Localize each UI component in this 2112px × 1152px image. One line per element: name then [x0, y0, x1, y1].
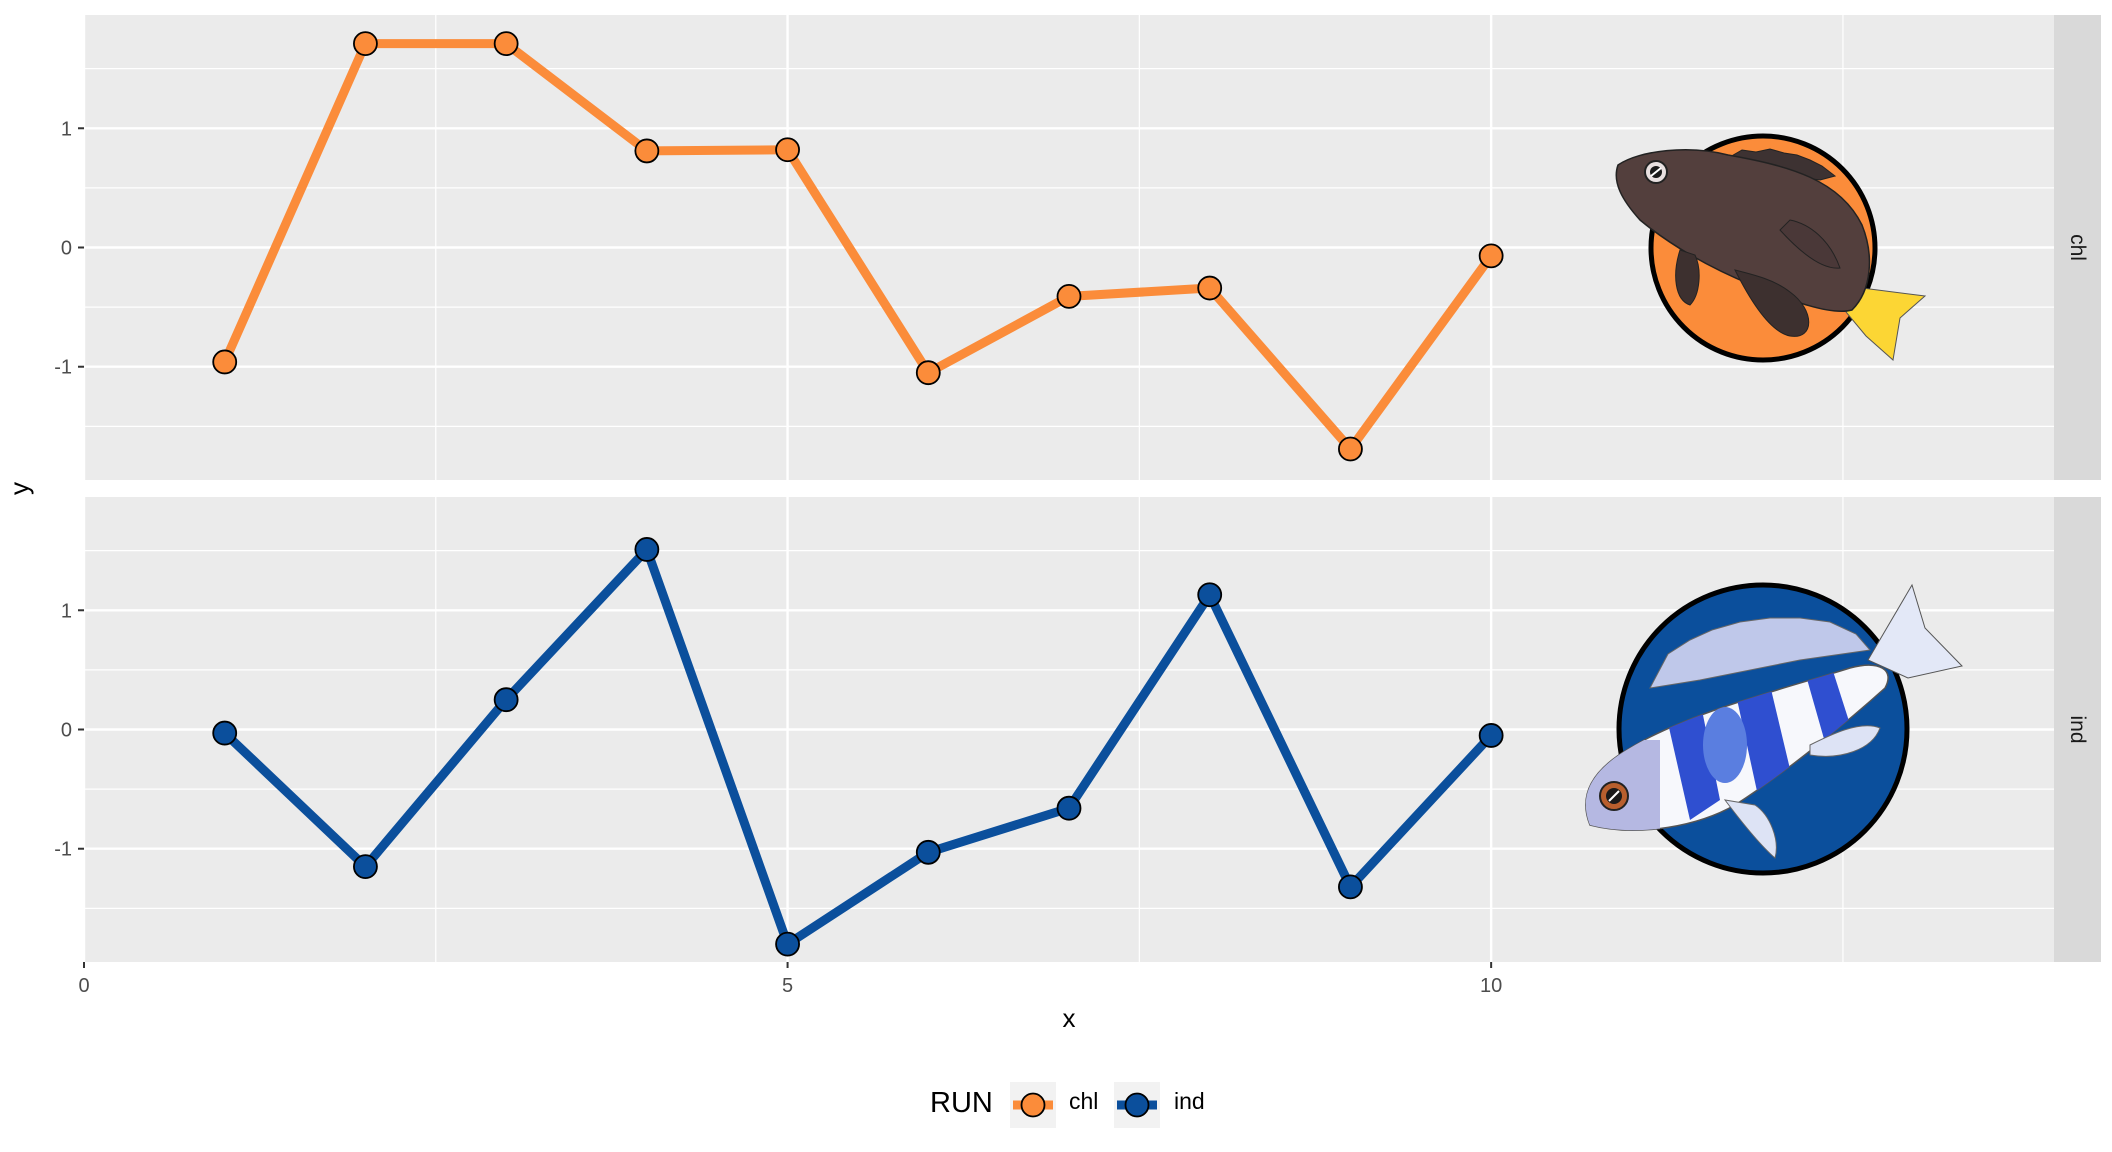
data-point	[1338, 436, 1363, 462]
y-tick-label: 0	[61, 238, 72, 260]
data-point	[1478, 243, 1504, 269]
legend: RUN chl ind	[930, 1082, 1205, 1128]
data-point	[915, 839, 941, 865]
data-point	[634, 138, 660, 164]
legend-label-ind: ind	[1174, 1088, 1205, 1114]
data-point	[353, 31, 378, 57]
y-tick-label: -1	[54, 839, 72, 861]
y-tick-label: -1	[54, 357, 72, 379]
series-group-chl	[212, 31, 1504, 462]
data-point	[493, 31, 519, 57]
data-point	[775, 931, 800, 957]
facet-strip-label: chl	[2066, 234, 2089, 261]
y-axis-title: y	[4, 482, 34, 495]
x-tick-label: 0	[78, 975, 89, 997]
facet-strip-chl	[2054, 15, 2101, 480]
series-line-ind	[220, 544, 1496, 949]
data-point	[1056, 283, 1082, 309]
data-point	[493, 687, 519, 713]
data-point	[212, 720, 238, 746]
data-point	[775, 137, 800, 163]
series-line-chl	[220, 39, 1496, 454]
data-point	[1197, 275, 1223, 301]
data-point	[1056, 795, 1082, 821]
x-axis-title: x	[1063, 1003, 1076, 1033]
legend-point-chl	[1020, 1092, 1046, 1118]
series-group-ind	[212, 537, 1504, 957]
data-point	[1478, 723, 1504, 748]
data-point	[634, 537, 660, 562]
y-tick-label: 1	[61, 118, 72, 140]
data-point	[1197, 582, 1223, 608]
data-point	[212, 349, 238, 375]
legend-label-chl: chl	[1069, 1088, 1098, 1114]
x-tick-label: 5	[782, 975, 793, 997]
data-point	[353, 854, 378, 880]
data-point	[1338, 874, 1363, 900]
legend-point-ind	[1124, 1092, 1150, 1118]
facet-strip-ind	[2054, 497, 2101, 962]
facet-strip-label: ind	[2066, 715, 2089, 743]
x-tick-label: 10	[1480, 975, 1502, 997]
black-rockfish-icon	[1615, 133, 1927, 363]
striped-cichlid-icon	[1585, 582, 1963, 876]
data-point	[915, 360, 941, 386]
species-images	[1585, 133, 1963, 876]
y-tick-label: 1	[61, 600, 72, 622]
y-tick-label: 0	[61, 720, 72, 742]
legend-title: RUN	[930, 1087, 993, 1119]
